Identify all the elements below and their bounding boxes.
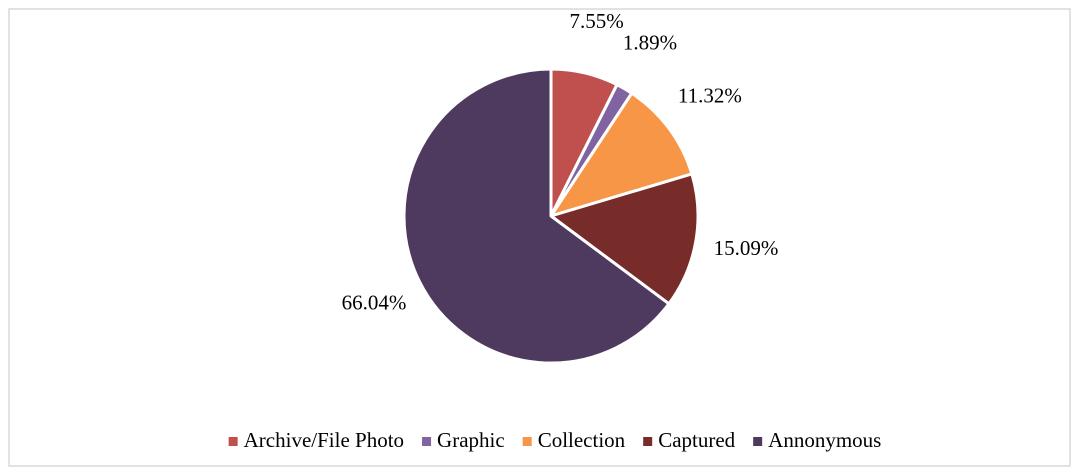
- legend-label: Annonymous: [768, 428, 881, 452]
- legend-swatch: [522, 437, 532, 446]
- legend-swatch: [228, 437, 238, 446]
- data-label: 66.04%: [342, 291, 407, 315]
- legend-label: Graphic: [437, 428, 505, 452]
- legend-label: Collection: [538, 428, 626, 452]
- legend-swatch: [422, 437, 432, 446]
- data-label: 7.55%: [570, 9, 624, 33]
- pie-slice: [549, 172, 700, 306]
- pie-slice: [549, 91, 694, 218]
- legend-swatch: [753, 437, 763, 446]
- data-label: 1.89%: [623, 30, 677, 54]
- data-label: 11.32%: [678, 84, 742, 108]
- data-label: 15.09%: [714, 236, 779, 260]
- pie-slice: [402, 67, 671, 365]
- legend-label: Archive/File Photo: [244, 428, 404, 452]
- legend-label: Captured: [658, 428, 735, 452]
- legend-swatch: [643, 437, 653, 446]
